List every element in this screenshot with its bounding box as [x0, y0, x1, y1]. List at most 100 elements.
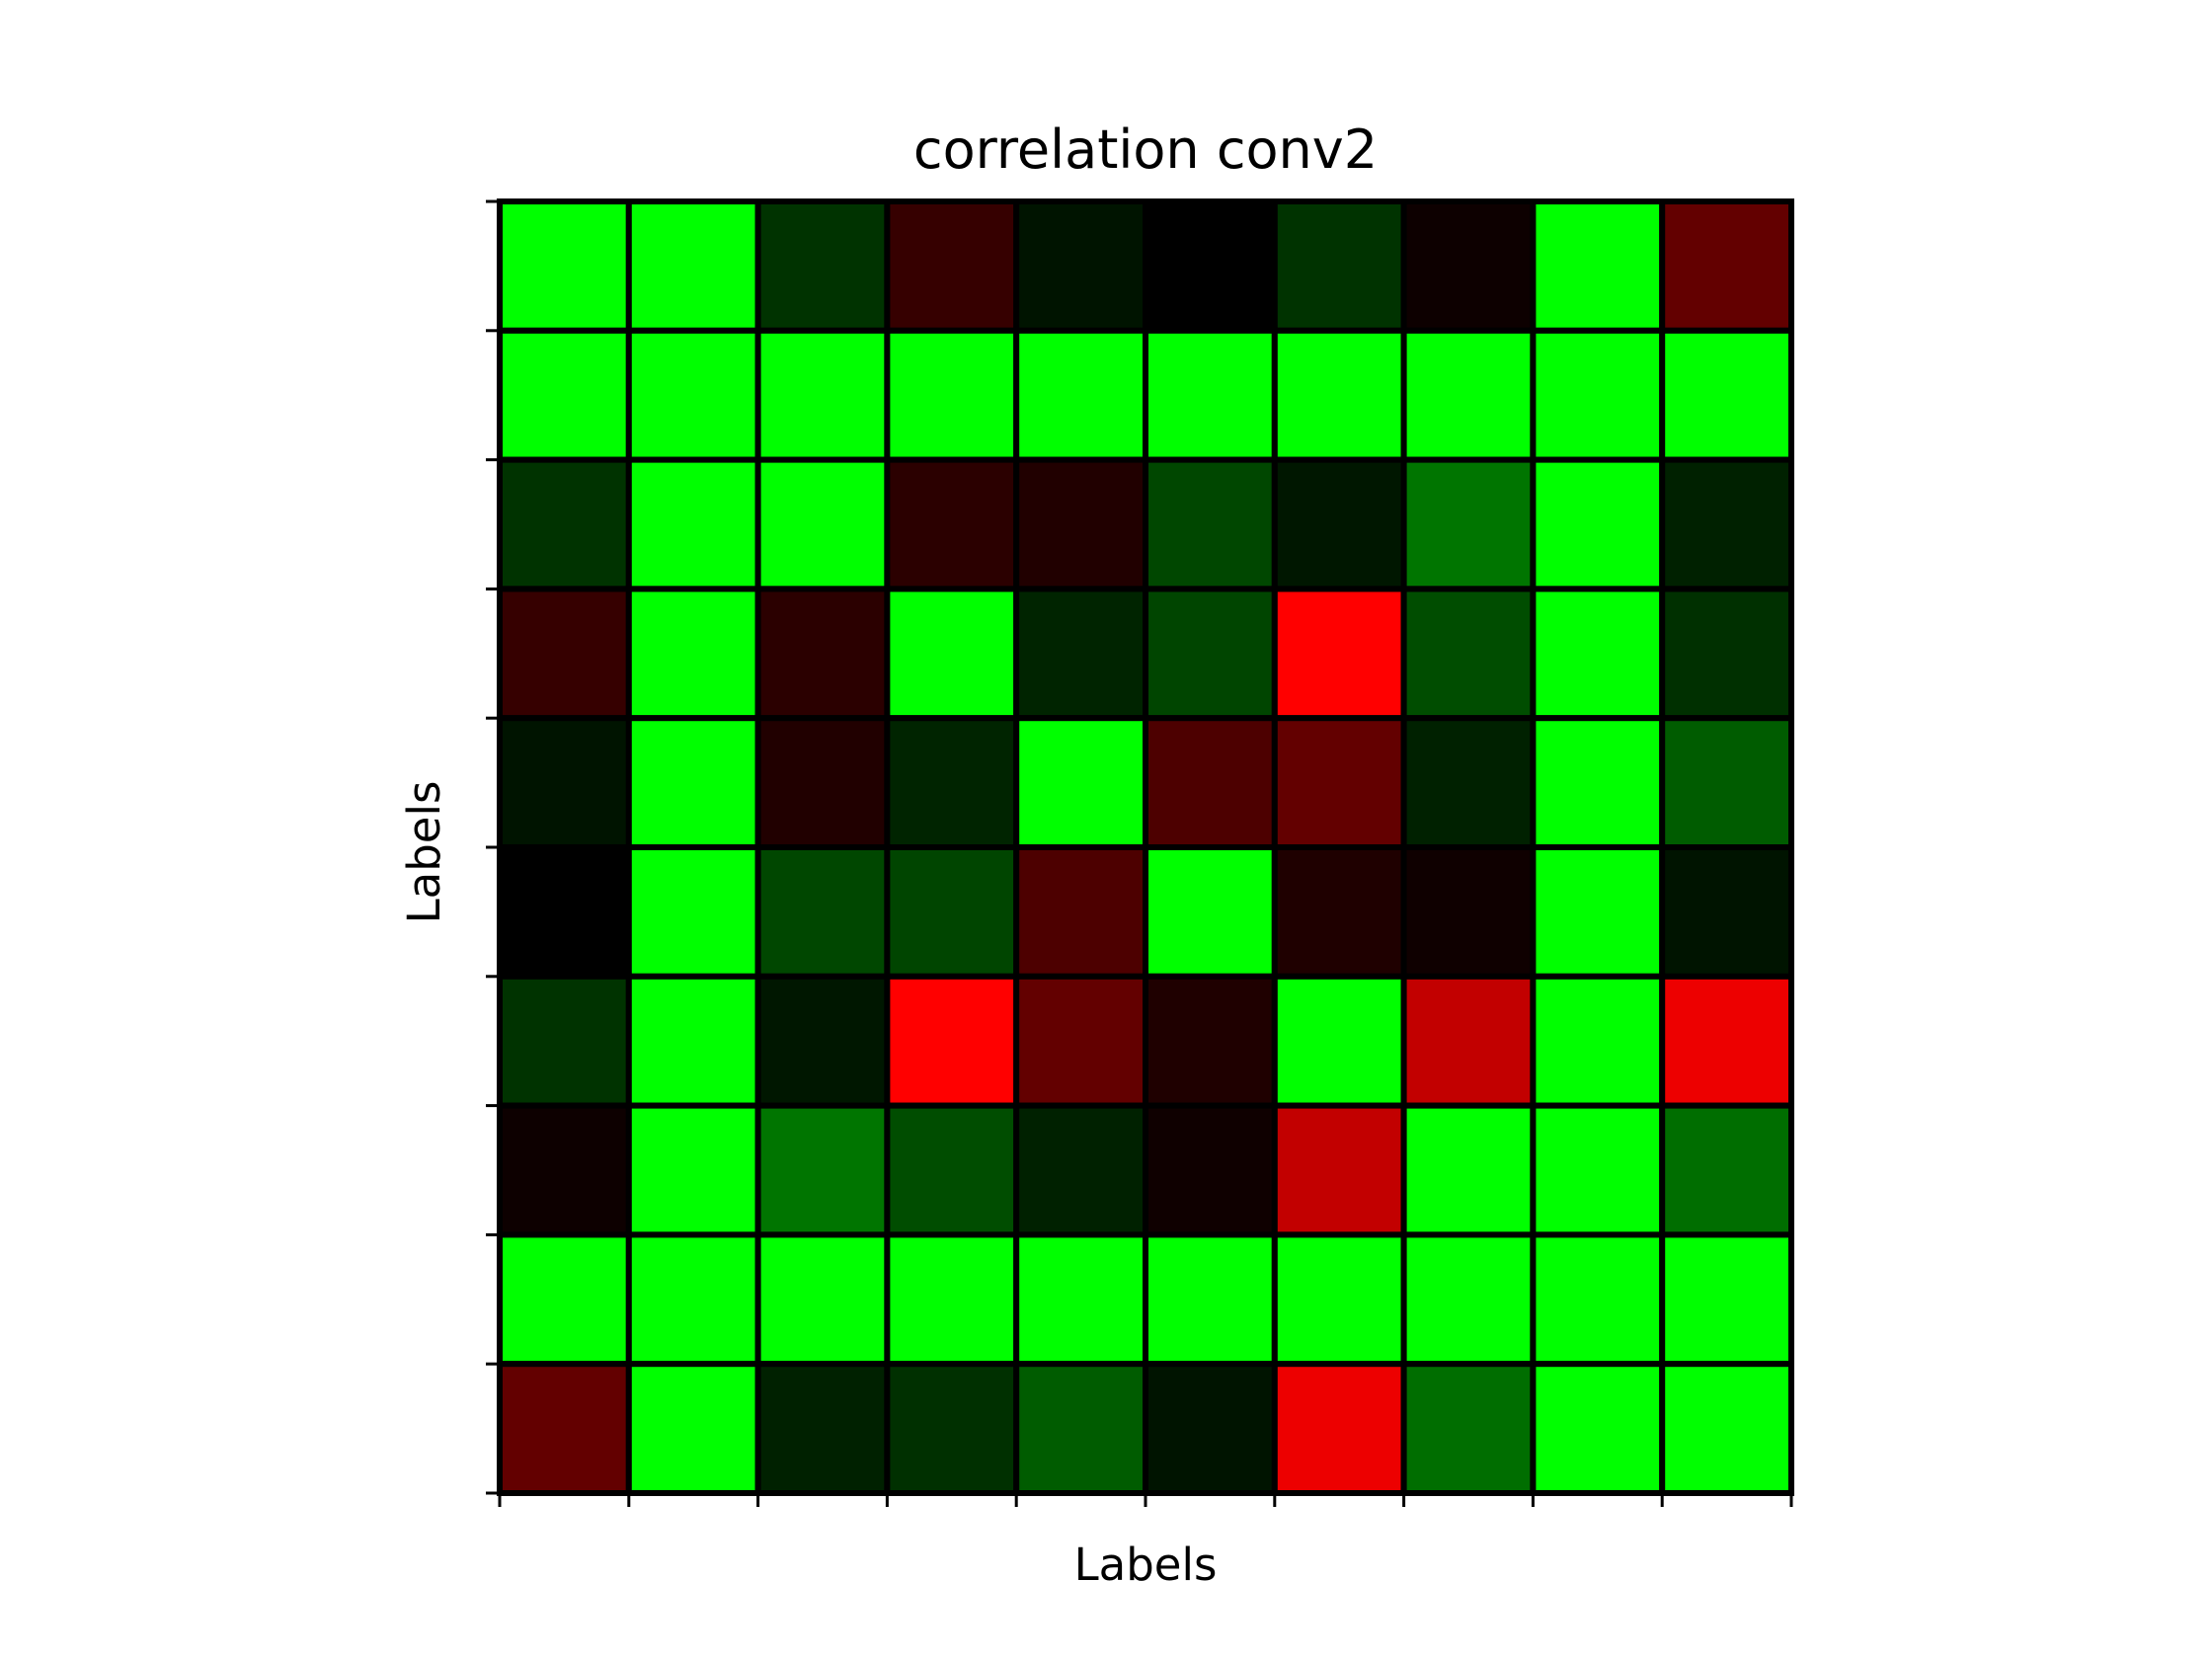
heatmap-cell-r1-c6: [1271, 327, 1407, 463]
heatmap-cell-r4-c9: [1659, 715, 1794, 851]
heatmap-cell-r6-c7: [1400, 973, 1537, 1109]
plot-frame: [498, 199, 1793, 1495]
heatmap-cell-r7-c8: [1530, 1102, 1666, 1238]
heatmap-cell-r8-c2: [754, 1231, 891, 1368]
heatmap-cell-r0-c0: [497, 198, 632, 334]
heatmap-cell-r3-c8: [1530, 586, 1666, 722]
heatmap-cell-r5-c6: [1271, 844, 1407, 980]
heatmap-cell-r9-c9: [1659, 1361, 1794, 1496]
heatmap-cell-r9-c8: [1530, 1361, 1666, 1496]
heatmap-cell-r2-c7: [1400, 456, 1537, 592]
heatmap-cell-r8-c6: [1271, 1231, 1407, 1368]
heatmap-cell-r1-c2: [754, 327, 891, 463]
heatmap-cell-r2-c3: [884, 456, 1020, 592]
heatmap-cell-r6-c2: [754, 973, 891, 1109]
heatmap-cell-r3-c2: [754, 586, 891, 722]
heatmap-cell-r4-c1: [625, 715, 761, 851]
heatmap-cell-r2-c2: [754, 456, 891, 592]
heatmap-cell-r0-c1: [625, 198, 761, 334]
heatmap-cell-r0-c4: [1013, 198, 1148, 334]
heatmap-cell-r7-c5: [1143, 1102, 1278, 1238]
heatmap-cell-r4-c7: [1400, 715, 1537, 851]
heatmap-cell-r2-c5: [1143, 456, 1278, 592]
x-axis-label: Labels: [1074, 1539, 1218, 1591]
heatmap-cell-r9-c0: [497, 1361, 632, 1496]
y-axis-label: Labels: [398, 781, 450, 924]
heatmap-cell-r4-c4: [1013, 715, 1148, 851]
heatmap-cell-r3-c6: [1271, 586, 1407, 722]
heatmap-cell-r1-c4: [1013, 327, 1148, 463]
heatmap-cell-r5-c4: [1013, 844, 1148, 980]
heatmap-cell-r9-c2: [754, 1361, 891, 1496]
heatmap-cell-r2-c8: [1530, 456, 1666, 592]
heatmap-cell-r5-c8: [1530, 844, 1666, 980]
heatmap-cell-r8-c9: [1659, 1231, 1794, 1368]
heatmap-cell-r1-c8: [1530, 327, 1666, 463]
heatmap-cell-r7-c4: [1013, 1102, 1148, 1238]
heatmap-cell-r3-c3: [884, 586, 1020, 722]
heatmap-cell-r5-c2: [754, 844, 891, 980]
heatmap-cell-r2-c0: [497, 456, 632, 592]
heatmap-cell-r0-c3: [884, 198, 1020, 334]
chart-title: correlation conv2: [913, 118, 1378, 181]
heatmap-cell-r4-c5: [1143, 715, 1278, 851]
heatmap-cell-r4-c0: [497, 715, 632, 851]
heatmap-cell-r0-c5: [1143, 198, 1278, 334]
heatmap-cell-r5-c3: [884, 844, 1020, 980]
heatmap-cell-r4-c8: [1530, 715, 1666, 851]
heatmap-cell-r8-c1: [625, 1231, 761, 1368]
heatmap-cell-r8-c4: [1013, 1231, 1148, 1368]
heatmap-cell-r1-c0: [497, 327, 632, 463]
heatmap-cell-r7-c0: [497, 1102, 632, 1238]
heatmap-cell-r1-c3: [884, 327, 1020, 463]
heatmap-cell-r0-c8: [1530, 198, 1666, 334]
heatmap-cell-r6-c3: [884, 973, 1020, 1109]
heatmap-cell-r8-c3: [884, 1231, 1020, 1368]
heatmap-cell-r8-c5: [1143, 1231, 1278, 1368]
heatmap-cell-r9-c4: [1013, 1361, 1148, 1496]
heatmap-cell-r7-c1: [625, 1102, 761, 1238]
heatmap-cell-r9-c5: [1143, 1361, 1278, 1496]
heatmap-cell-r6-c0: [497, 973, 632, 1109]
heatmap-cell-r4-c3: [884, 715, 1020, 851]
heatmap-cell-r3-c4: [1013, 586, 1148, 722]
heatmap-cell-r2-c1: [625, 456, 761, 592]
heatmap-cell-r1-c5: [1143, 327, 1278, 463]
heatmap-cell-r7-c9: [1659, 1102, 1794, 1238]
heatmap-cell-r4-c6: [1271, 715, 1407, 851]
heatmap-cell-r3-c9: [1659, 586, 1794, 722]
heatmap-cell-r6-c6: [1271, 973, 1407, 1109]
heatmap-cell-r7-c3: [884, 1102, 1020, 1238]
heatmap-cell-r1-c7: [1400, 327, 1537, 463]
heatmap-cell-r5-c5: [1143, 844, 1278, 980]
heatmap-cell-r5-c9: [1659, 844, 1794, 980]
heatmap-cell-r2-c4: [1013, 456, 1148, 592]
heatmap-cell-r7-c6: [1271, 1102, 1407, 1238]
heatmap-cell-r6-c1: [625, 973, 761, 1109]
heatmap-cell-r0-c6: [1271, 198, 1407, 334]
heatmap-cell-r2-c9: [1659, 456, 1794, 592]
heatmap-cell-r2-c6: [1271, 456, 1407, 592]
heatmap-cell-r6-c9: [1659, 973, 1794, 1109]
heatmap-cell-r9-c6: [1271, 1361, 1407, 1496]
heatmap-cell-r8-c7: [1400, 1231, 1537, 1368]
axis-ticks: [486, 199, 1793, 1507]
heatmap-cell-r8-c8: [1530, 1231, 1666, 1368]
heatmap-cell-r0-c2: [754, 198, 891, 334]
heatmap-cell-r9-c7: [1400, 1361, 1537, 1496]
heatmap-cell-r6-c4: [1013, 973, 1148, 1109]
heatmap-cell-r1-c9: [1659, 327, 1794, 463]
heatmap-cell-r5-c0: [497, 844, 632, 980]
heatmap-cell-r0-c7: [1400, 198, 1537, 334]
heatmap-cell-r3-c7: [1400, 586, 1537, 722]
heatmap-cell-r1-c1: [625, 327, 761, 463]
heatmap-cell-r4-c2: [754, 715, 891, 851]
heatmap-cell-r9-c1: [625, 1361, 761, 1496]
heatmap-cell-r6-c5: [1143, 973, 1278, 1109]
heatmap-cell-r5-c7: [1400, 844, 1537, 980]
heatmap-cell-r7-c2: [754, 1102, 891, 1238]
heatmap-cell-r0-c9: [1659, 198, 1794, 334]
heatmap-cell-r3-c5: [1143, 586, 1278, 722]
heatmap-cells: [497, 198, 1794, 1496]
